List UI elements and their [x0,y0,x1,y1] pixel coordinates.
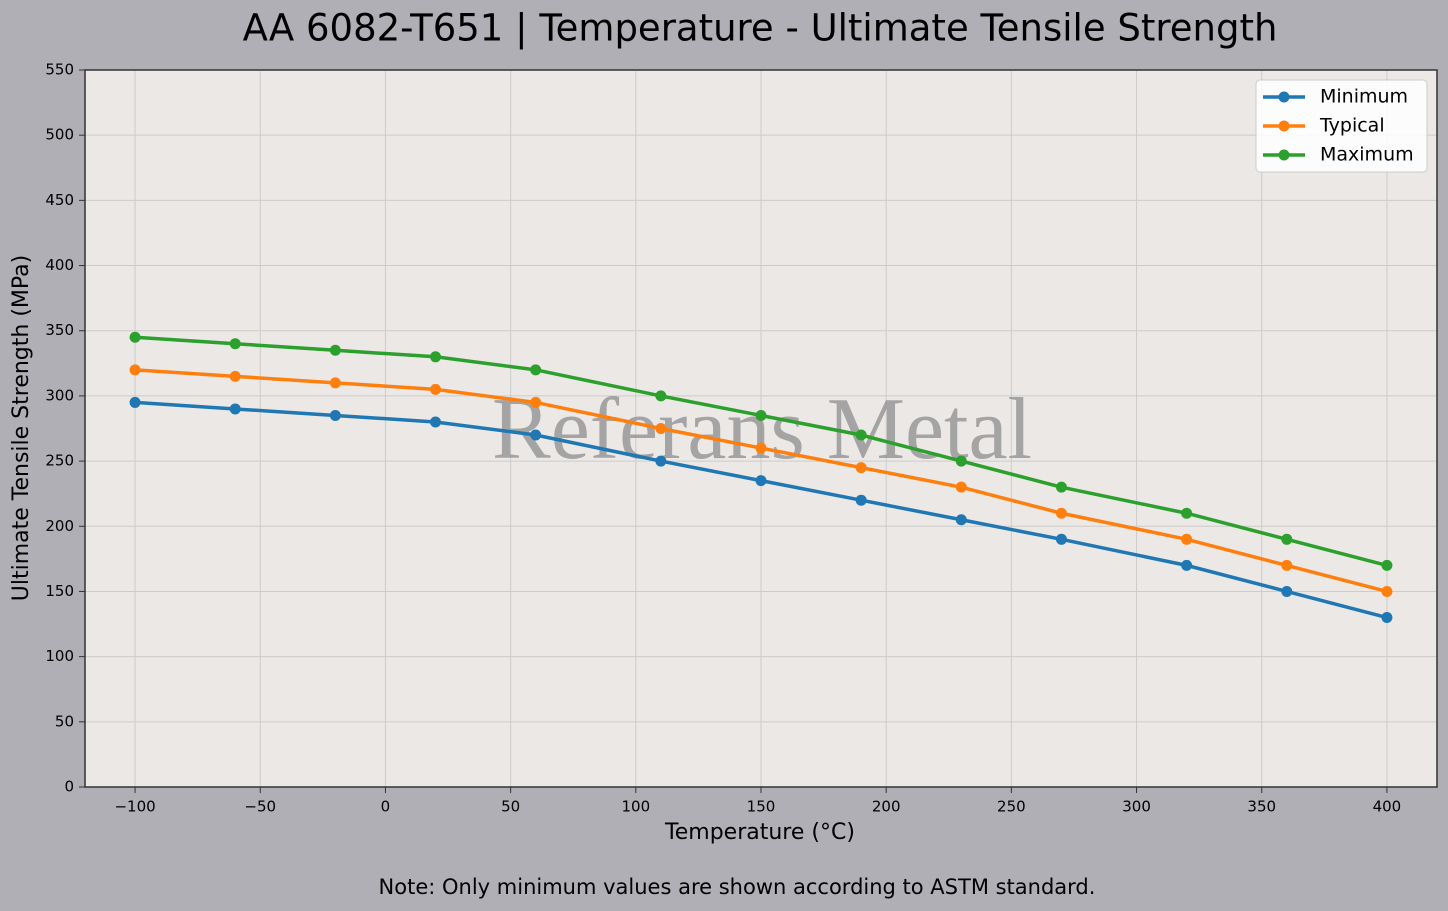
legend-label: Minimum [1320,86,1408,108]
y-tick-label: 200 [45,517,74,535]
point [129,364,141,376]
y-tick-label: 400 [45,256,74,274]
y-tick-label: 350 [45,321,74,339]
point [1181,533,1193,545]
point [855,494,867,506]
point [1381,612,1393,624]
chart-title: AA 6082-T651 | Temperature - Ultimate Te… [243,7,1278,50]
y-tick-label: 550 [45,61,74,79]
x-tick-label: −50 [244,798,276,816]
grid [85,69,1437,788]
point [955,455,967,467]
x-tick-label: 400 [1373,798,1402,816]
point [655,390,667,402]
legend-label: Typical [1319,115,1385,137]
point [655,423,667,434]
x-tick-label: 50 [501,798,520,816]
point [755,475,767,487]
point [1181,507,1193,519]
point [1281,585,1293,597]
x-tick-label: 250 [997,798,1026,816]
point [229,403,241,415]
legend-box [1255,79,1428,173]
y-tick-label: 0 [64,778,74,796]
point [855,429,867,441]
y-tick-label: 450 [45,191,74,209]
x-axis-label: Temperature (°C) [664,820,855,845]
watermark: Referans Metal [492,381,1032,478]
series-group [129,331,1393,624]
legend-marker [1278,91,1290,103]
point [1055,533,1067,545]
y-tick-label: 100 [45,647,74,665]
point [229,370,241,382]
y-tick-label: 150 [45,582,74,600]
point [1281,559,1293,571]
point [1055,507,1067,519]
point [855,462,867,474]
y-tick-label: 500 [45,126,74,144]
point [1181,559,1193,571]
point [1381,559,1393,571]
x-tick-label: 300 [1122,798,1151,816]
point [430,351,442,363]
point [530,364,542,376]
point [129,396,141,408]
point [430,416,442,428]
point [229,338,241,350]
legend-marker [1278,149,1290,161]
point [1055,481,1067,493]
x-tick-label: 150 [747,798,776,816]
point [955,514,967,526]
y-tick-label: 300 [45,386,74,404]
point [655,455,667,467]
y-tick-label: 50 [55,712,74,730]
point [755,409,767,421]
x-tick-label: 200 [872,798,901,816]
y-axis-label: Ultimate Tensile Strength (MPa) [9,255,34,601]
point [329,377,341,389]
point [430,383,442,395]
point [329,409,341,421]
point [329,344,341,356]
y-tick-label: 250 [45,452,74,470]
legend-marker [1278,120,1290,132]
point [1281,533,1293,545]
note: Note: Only minimum values are shown acco… [379,875,1096,899]
point [530,429,542,441]
point [1381,585,1393,597]
point [955,481,967,493]
x-tick-label: 100 [621,798,650,816]
point [755,442,767,454]
point [129,331,141,343]
x-tick-label: 350 [1247,798,1276,816]
point [530,396,542,408]
x-tick-label: 0 [381,798,391,816]
x-tick-label: −100 [114,798,155,816]
legend-label: Maximum [1320,144,1414,166]
